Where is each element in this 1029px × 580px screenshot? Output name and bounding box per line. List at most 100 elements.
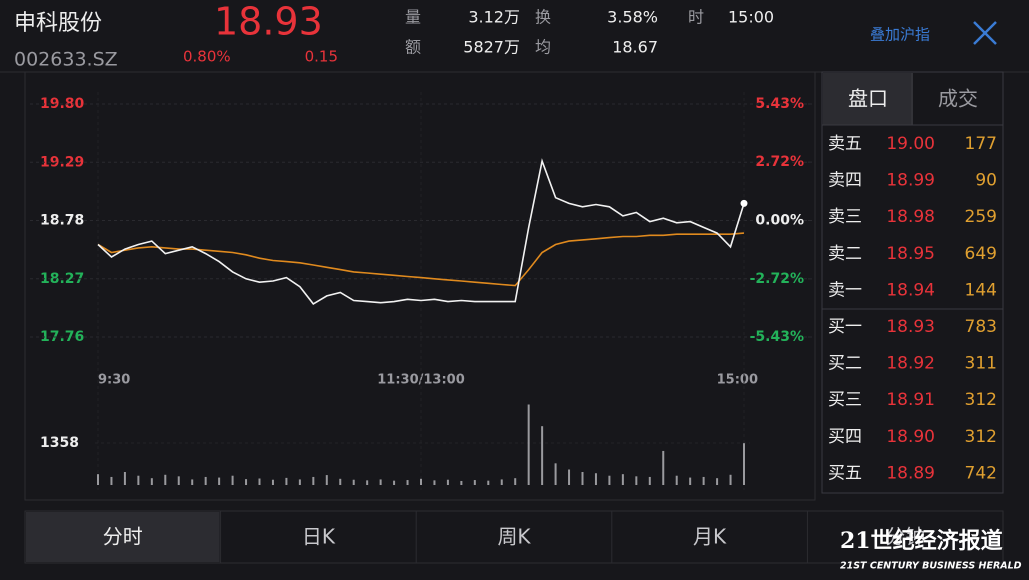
stat-label: 额 <box>405 38 421 57</box>
volume-bar <box>675 475 678 485</box>
volume-bar <box>123 471 126 485</box>
volume-tick-label: 1358 <box>40 435 79 451</box>
last-point <box>740 199 748 207</box>
book-label: 买四 <box>828 427 862 447</box>
book-label: 买二 <box>828 354 862 374</box>
book-volume: 259 <box>965 207 997 227</box>
volume-bar <box>379 479 382 485</box>
volume-bar <box>110 476 113 485</box>
volume-bar <box>258 478 261 485</box>
volume-bar <box>97 474 99 485</box>
watermark-title: 21世纪经济报道 <box>840 528 1003 554</box>
volume-bar <box>325 475 328 485</box>
book-volume: 783 <box>965 317 997 337</box>
volume-bar <box>352 479 355 485</box>
overlay-button[interactable]: 叠加沪指 <box>870 26 930 44</box>
volume-bar <box>662 450 665 485</box>
volume-bar <box>191 479 194 485</box>
book-price: 18.95 <box>886 244 935 264</box>
volume-bar <box>594 473 597 485</box>
watermark-subtitle: 21ST CENTURY BUSINESS HERALD <box>840 561 1022 572</box>
volume-bar <box>473 480 476 485</box>
volume-bar <box>621 474 624 485</box>
stat-label: 量 <box>405 8 421 27</box>
average-line <box>97 232 745 287</box>
book-label: 买三 <box>828 390 862 410</box>
last-price: 18.93 <box>214 0 323 44</box>
y2-tick-label: 0.00% <box>755 213 804 229</box>
book-price: 18.89 <box>886 463 935 483</box>
order-tab[interactable]: 盘口 <box>848 87 888 111</box>
volume-bar <box>568 469 571 485</box>
volume-bar <box>150 478 153 485</box>
volume-bar <box>541 426 544 485</box>
stat-label: 均 <box>535 38 551 57</box>
book-label: 买五 <box>828 463 862 483</box>
volume-bar <box>231 475 234 485</box>
volume-bar <box>729 474 732 485</box>
bottom-tab[interactable]: 分钟 <box>885 525 925 549</box>
bottom-tabs-frame <box>24 510 1004 564</box>
volume-bar <box>406 480 409 485</box>
volume-bar <box>500 479 503 485</box>
y2-tick-label: -2.72% <box>750 271 804 287</box>
stat-value: 3.12万 <box>468 8 520 27</box>
volume-bar <box>298 479 301 485</box>
book-label: 卖二 <box>828 244 862 264</box>
bottom-tab-active-bg <box>26 512 220 562</box>
book-label: 买一 <box>828 317 862 337</box>
bottom-tab[interactable]: 周K <box>497 525 531 549</box>
volume-bar <box>487 480 490 485</box>
volume-bar <box>527 404 530 485</box>
stock-code: 002633.SZ <box>14 49 118 71</box>
volume-bar <box>164 474 167 485</box>
order-tab[interactable]: 成交 <box>938 87 978 111</box>
volume-bar <box>312 476 315 485</box>
book-price: 19.00 <box>886 134 935 154</box>
close-icon[interactable] <box>973 21 997 45</box>
book-volume: 90 <box>975 171 997 191</box>
book-label: 卖一 <box>828 280 862 300</box>
stat-value: 3.58% <box>607 8 658 27</box>
bottom-tab[interactable]: 月K <box>693 525 727 549</box>
y2-tick-label: 5.43% <box>755 96 804 112</box>
x-tick-label: 9:30 <box>98 373 130 388</box>
book-label: 卖四 <box>828 171 862 191</box>
stat-value: 15:00 <box>728 8 774 27</box>
volume-bar <box>433 480 436 485</box>
volume-bar <box>285 477 288 485</box>
book-label: 卖五 <box>828 134 862 154</box>
order-book-frame <box>821 71 1004 494</box>
volume-bar <box>716 478 719 485</box>
stat-label: 换 <box>535 8 551 27</box>
volume-bar <box>393 480 396 485</box>
book-volume: 177 <box>965 134 997 154</box>
bottom-tab[interactable]: 日K <box>302 525 336 549</box>
volume-bar <box>608 475 611 485</box>
change-pct: 0.80% <box>183 48 231 66</box>
x-tick-label: 15:00 <box>717 373 758 388</box>
book-price: 18.94 <box>886 280 935 300</box>
book-volume: 144 <box>965 280 997 300</box>
volume-bar <box>635 476 638 485</box>
stock-name: 申科股份 <box>14 11 102 36</box>
volume-bar <box>743 443 745 485</box>
volume-bar <box>514 478 517 485</box>
volume-bar <box>460 480 463 485</box>
stat-value: 5827万 <box>463 38 520 57</box>
volume-bar <box>420 478 422 485</box>
book-price: 18.93 <box>886 317 935 337</box>
volume-bar <box>204 476 207 485</box>
book-volume: 312 <box>965 390 997 410</box>
tab-active-bg <box>823 73 913 125</box>
volume-bar <box>702 476 705 485</box>
volume-bar <box>137 475 140 485</box>
volume-bar <box>339 478 342 485</box>
book-price: 18.98 <box>886 207 935 227</box>
book-price: 18.99 <box>886 171 935 191</box>
bottom-tab[interactable]: 分时 <box>103 525 143 549</box>
book-label: 卖三 <box>828 207 862 227</box>
chart-frame <box>24 71 816 501</box>
volume-bar <box>689 477 692 485</box>
